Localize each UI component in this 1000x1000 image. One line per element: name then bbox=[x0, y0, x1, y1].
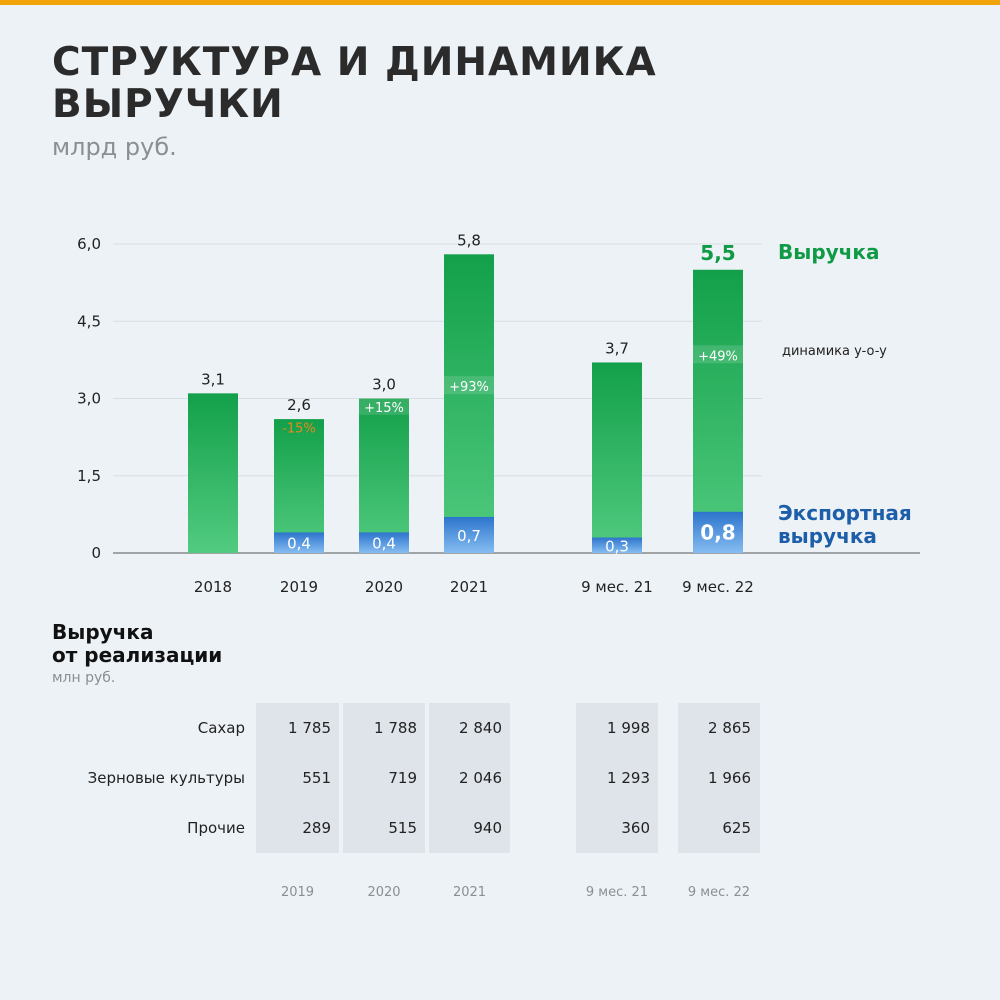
export-bar bbox=[592, 537, 642, 553]
table-cell: 1 966 bbox=[708, 769, 751, 787]
table-cell: 515 bbox=[388, 819, 417, 837]
x-tick-label: 9 мес. 22 bbox=[682, 578, 754, 596]
table-col-bg bbox=[256, 703, 339, 853]
bars bbox=[188, 254, 743, 554]
legend-export: Экспортная выручка bbox=[778, 501, 912, 548]
table-title-line2: от реализации bbox=[52, 643, 223, 667]
page-title-line2: ВЫРУЧКИ bbox=[52, 82, 284, 127]
revenue-chart: 01,53,04,56,0 3,120180,42,6-15%20190,43,… bbox=[77, 231, 920, 596]
chart-unit: млрд руб. bbox=[52, 133, 177, 161]
x-tick-label: 2020 bbox=[365, 578, 403, 596]
top-accent-bar bbox=[0, 0, 1000, 5]
export-value-label: 0,4 bbox=[287, 535, 311, 553]
table-col-bg bbox=[576, 703, 658, 853]
x-tick-label: 2021 bbox=[450, 578, 488, 596]
x-tick-label: 2019 bbox=[280, 578, 318, 596]
table-cell: 625 bbox=[722, 819, 751, 837]
y-tick-label: 1,5 bbox=[77, 467, 101, 485]
legend-revenue: Выручка bbox=[778, 240, 880, 264]
table-title-line1: Выручка bbox=[52, 620, 154, 644]
y-tick-label: 6,0 bbox=[77, 235, 101, 253]
table-cell: 2 865 bbox=[708, 719, 751, 737]
export-bar bbox=[274, 532, 324, 553]
table-row-label: Прочие bbox=[187, 819, 245, 837]
revenue-bar bbox=[274, 419, 324, 553]
table-col-header: 2019 bbox=[280, 885, 315, 900]
table-col-header: 9 мес. 22 bbox=[687, 885, 751, 900]
revenue-value-label: 3,1 bbox=[201, 370, 225, 388]
export-value-label: 0,4 bbox=[372, 535, 396, 553]
revenue-bar bbox=[359, 398, 409, 553]
table-cell: 2 840 bbox=[459, 719, 502, 737]
export-value-label: 0,3 bbox=[605, 537, 629, 555]
revenue-bar bbox=[444, 254, 494, 554]
table-col-header: 2021 bbox=[452, 885, 487, 900]
revenue-value-label: 3,7 bbox=[605, 339, 629, 357]
page-title-line1: СТРУКТУРА И ДИНАМИКА bbox=[52, 40, 657, 85]
y-tick-label: 0 bbox=[91, 544, 101, 562]
page-title: СТРУКТУРА И ДИНАМИКА ВЫРУЧКИ bbox=[52, 42, 752, 126]
table-cell: 1 293 bbox=[607, 769, 650, 787]
table-cell: 719 bbox=[388, 769, 417, 787]
x-tick-label: 9 мес. 21 bbox=[581, 578, 653, 596]
table-row-label: Сахар bbox=[197, 719, 245, 737]
table-cell: 551 bbox=[302, 769, 331, 787]
table-cell: 2 046 bbox=[459, 769, 502, 787]
table-cell: 289 bbox=[302, 819, 331, 837]
table-title: Выручка от реализации bbox=[52, 621, 312, 667]
yoy-label: +15% bbox=[364, 401, 404, 416]
export-bar bbox=[693, 511, 743, 553]
x-tick-label: 2018 bbox=[194, 578, 232, 596]
export-bar bbox=[444, 516, 494, 553]
revenue-bar bbox=[592, 362, 642, 553]
table-col-bg bbox=[678, 703, 760, 853]
table-cell: 360 bbox=[621, 819, 650, 837]
yoy-band bbox=[359, 396, 409, 415]
revenue-value-label: 5,5 bbox=[700, 241, 735, 265]
table-unit: млн руб. bbox=[52, 670, 116, 686]
table-cell: 940 bbox=[473, 819, 502, 837]
export-bar bbox=[359, 532, 409, 553]
y-tick-label: 4,5 bbox=[77, 312, 101, 330]
yoy-label: +93% bbox=[449, 380, 489, 395]
yoy-band bbox=[444, 376, 494, 395]
table-col-header: 2020 bbox=[367, 885, 401, 900]
table-cell: 1 785 bbox=[288, 719, 331, 737]
export-value-label: 0,7 bbox=[457, 527, 481, 545]
yoy-label: -15% bbox=[282, 421, 316, 436]
labels: 3,1 2018 0,4 2,6 -15% 2019 0,4 3,0 +15% 2020 0,7 5,… bbox=[194, 231, 754, 596]
export-value-label: 0,8 bbox=[700, 520, 735, 544]
revenue-value-label: 2,6 bbox=[287, 396, 311, 414]
yoy-band bbox=[693, 345, 743, 364]
table-col-bg bbox=[343, 703, 425, 853]
table-col-bg bbox=[429, 703, 510, 853]
table-cell: 1 788 bbox=[374, 719, 417, 737]
yoy-label: +49% bbox=[698, 349, 738, 364]
revenue-bar bbox=[188, 393, 238, 553]
table-row-label: Зерновые культуры bbox=[87, 769, 245, 787]
table-col-header: 9 мес. 21 bbox=[585, 885, 649, 900]
revenue-value-label: 3,0 bbox=[372, 376, 396, 394]
table-cell: 1 998 bbox=[607, 719, 650, 737]
revenue-value-label: 5,8 bbox=[457, 231, 481, 249]
y-tick-label: 3,0 bbox=[77, 390, 101, 408]
revenue-bar bbox=[693, 269, 743, 553]
legend-yoy: динамика y-o-y bbox=[782, 344, 887, 359]
